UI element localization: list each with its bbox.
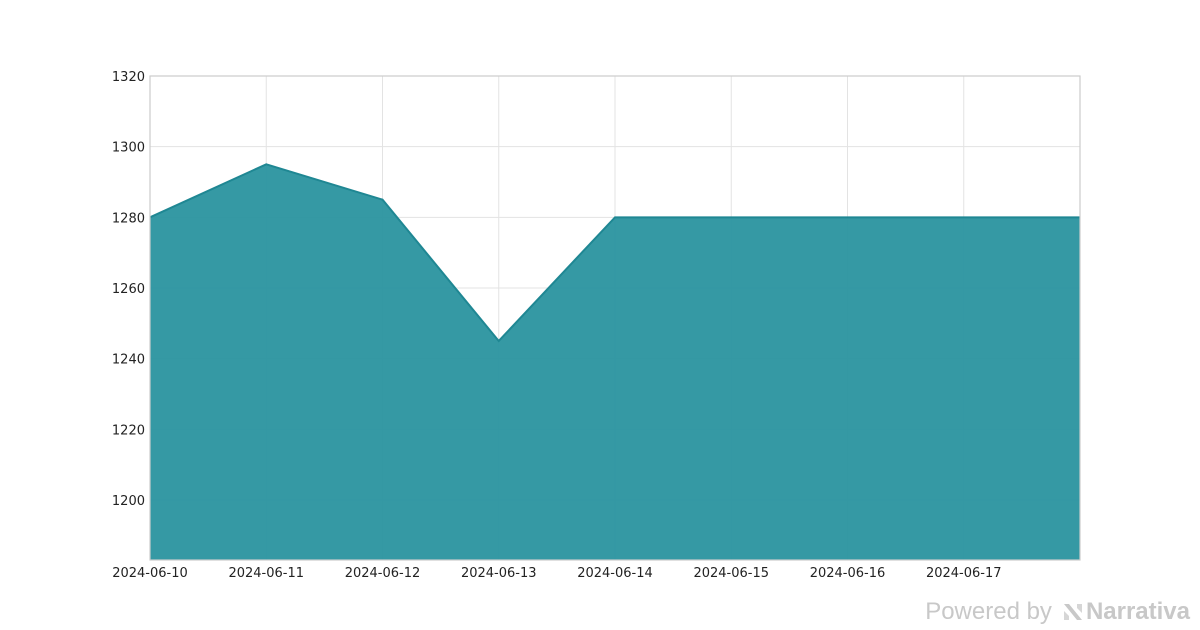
x-tick-label: 2024-06-17 <box>926 566 1002 581</box>
y-tick-label: 1260 <box>112 282 145 297</box>
y-axis-ticks: 1200 1220 1240 1260 1280 1300 1320 <box>112 70 145 509</box>
x-tick-label: 2024-06-10 <box>112 566 188 581</box>
x-tick-label: 2024-06-12 <box>345 566 421 581</box>
y-tick-label: 1220 <box>112 423 145 438</box>
x-tick-label: 2024-06-15 <box>693 566 769 581</box>
y-tick-label: 1240 <box>112 353 145 368</box>
y-tick-label: 1200 <box>112 494 145 509</box>
x-tick-label: 2024-06-13 <box>461 566 537 581</box>
area-fill <box>150 164 1080 560</box>
x-tick-label: 2024-06-11 <box>228 566 304 581</box>
watermark: Powered by Narrativa <box>925 598 1190 626</box>
y-tick-label: 1300 <box>112 141 145 156</box>
y-tick-label: 1320 <box>112 70 145 85</box>
brand-name: Narrativa <box>1085 598 1190 625</box>
narrativa-logo: Narrativa <box>1062 598 1190 626</box>
x-tick-label: 2024-06-16 <box>810 566 886 581</box>
plot-frame <box>149 75 1081 561</box>
x-axis-ticks: 2024-06-10 2024-06-11 2024-06-12 2024-06-13… <box>112 566 1001 581</box>
narrativa-mark-icon <box>1063 604 1082 620</box>
x-tick-label: 2024-06-14 <box>577 566 653 581</box>
series-area <box>149 163 1081 560</box>
powered-by-text: Powered by <box>925 598 1052 625</box>
y-tick-label: 1280 <box>112 211 145 226</box>
